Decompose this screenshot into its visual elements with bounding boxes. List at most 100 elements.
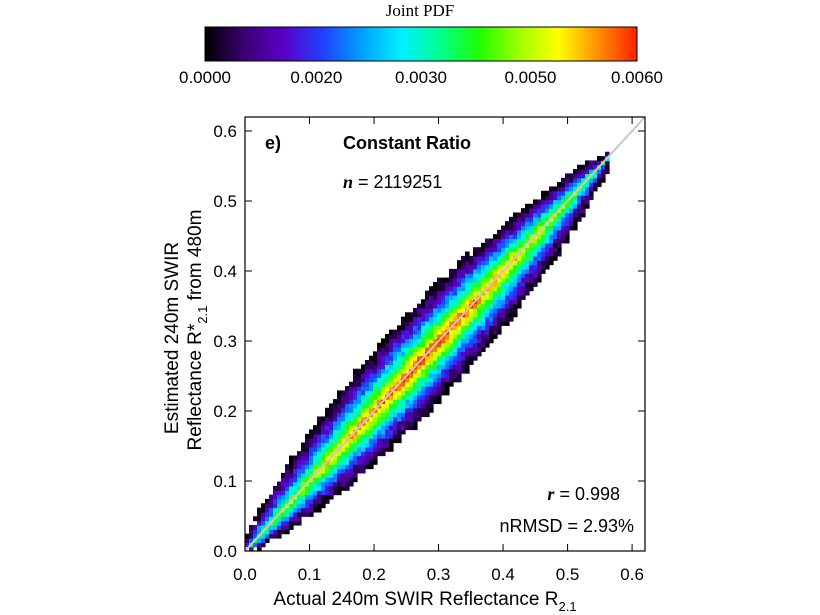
heatmap-cell	[397, 394, 402, 400]
heatmap-cell	[433, 294, 438, 300]
heatmap-cell	[541, 195, 546, 201]
heatmap-cell	[385, 360, 390, 365]
heatmap-cell	[509, 225, 514, 231]
heatmap-cell	[273, 494, 278, 500]
heatmap-cell	[461, 286, 466, 292]
heatmap-cell	[413, 416, 418, 422]
heatmap-cell	[349, 451, 354, 457]
heatmap-cell	[549, 247, 554, 253]
heatmap-cell	[361, 433, 366, 439]
heatmap-cell	[553, 229, 558, 235]
heatmap-cell	[333, 481, 338, 487]
heatmap-cell	[457, 320, 462, 326]
heatmap-cell	[473, 342, 478, 348]
heatmap-cell	[417, 407, 422, 413]
heatmap-cell	[429, 342, 434, 348]
heatmap-cell	[497, 325, 502, 331]
heatmap-cell	[337, 416, 342, 422]
heatmap-cell	[585, 186, 590, 192]
heatmap-cell	[473, 312, 478, 318]
heatmap-cell	[497, 290, 502, 296]
heatmap-cell	[497, 247, 502, 253]
heatmap-cell	[513, 260, 518, 266]
heatmap-cell	[425, 294, 430, 300]
heatmap-cell	[449, 338, 454, 344]
heatmap-cell	[553, 255, 558, 261]
heatmap-cell	[377, 399, 382, 405]
heatmap-cell	[473, 351, 478, 357]
heatmap-cell	[329, 451, 334, 457]
heatmap-cell	[505, 303, 510, 309]
heatmap-cell	[505, 225, 510, 231]
heatmap-cell	[261, 516, 266, 522]
heatmap-cell	[345, 477, 350, 483]
heatmap-cell	[409, 381, 414, 387]
heatmap-cell	[533, 229, 538, 235]
heatmap-cell	[509, 299, 514, 305]
heatmap-cell	[289, 490, 294, 496]
heatmap-cell	[301, 477, 306, 483]
heatmap-cell	[269, 533, 274, 539]
heatmap-cell	[317, 490, 322, 496]
heatmap-cell	[289, 520, 294, 526]
heatmap-cell	[549, 229, 554, 235]
heatmap-cell	[517, 281, 522, 287]
heatmap-cell	[453, 290, 458, 296]
heatmap-cell	[297, 494, 302, 500]
x-axis-ticks: 0.0 0.1 0.2 0.3 0.4 0.5 0.6	[233, 117, 644, 584]
heatmap-cell	[401, 429, 406, 435]
heatmap-cell	[281, 485, 286, 491]
heatmap-cell	[373, 394, 378, 400]
heatmap-cell	[281, 498, 286, 504]
heatmap-cell	[369, 394, 374, 400]
heatmap-cell	[449, 294, 454, 300]
heatmap-cell	[529, 251, 534, 257]
heatmap-cell	[481, 307, 486, 313]
y-tick-label: 0.0	[213, 542, 237, 561]
colorbar-tick-label: 0.0050	[505, 68, 557, 87]
heatmap-cell	[313, 438, 318, 444]
heatmap-cell	[325, 416, 330, 422]
heatmap-cell	[345, 425, 350, 431]
heatmap-cell	[389, 420, 394, 426]
heatmap-cell	[361, 407, 366, 413]
heatmap-cell	[293, 507, 298, 513]
heatmap-cell	[501, 294, 506, 300]
heatmap-cell	[573, 173, 578, 179]
heatmap-cell	[413, 390, 418, 396]
heatmap-cell	[525, 273, 530, 279]
heatmap-cell	[493, 286, 498, 292]
heatmap-cell	[373, 412, 378, 418]
heatmap-cell	[405, 425, 410, 431]
heatmap-cell	[369, 390, 374, 396]
heatmap-cell	[393, 399, 398, 405]
heatmap-cell	[321, 459, 326, 465]
heatmap-cell	[409, 338, 414, 344]
heatmap-cell	[397, 377, 402, 383]
heatmap-cell	[401, 320, 406, 326]
heatmap-cell	[449, 277, 454, 283]
heatmap-cell	[349, 381, 354, 387]
heatmap-cell	[333, 455, 338, 461]
heatmap-cell	[541, 264, 546, 270]
heatmap-cell	[409, 416, 414, 422]
heatmap-cell	[357, 368, 362, 374]
colorbar-tick-label: 0.0030	[395, 68, 447, 87]
heatmap-cell	[425, 329, 430, 335]
heatmap-cell	[325, 464, 330, 470]
heatmap-cell	[473, 277, 478, 283]
heatmap-cell	[285, 524, 290, 530]
heatmap-cell	[553, 242, 558, 248]
heatmap-cell	[345, 459, 350, 465]
heatmap-cell	[433, 360, 438, 365]
heatmap-cell	[453, 347, 458, 352]
heatmap-cell	[389, 338, 394, 344]
heatmap-cell	[265, 520, 270, 526]
heatmap-cell	[489, 264, 494, 270]
heatmap-cell	[429, 294, 434, 300]
heatmap-cell	[373, 416, 378, 422]
heatmap-cell	[425, 355, 430, 361]
heatmap-cell	[549, 199, 554, 205]
heatmap-cell	[481, 338, 486, 344]
heatmap-cell	[457, 277, 462, 283]
